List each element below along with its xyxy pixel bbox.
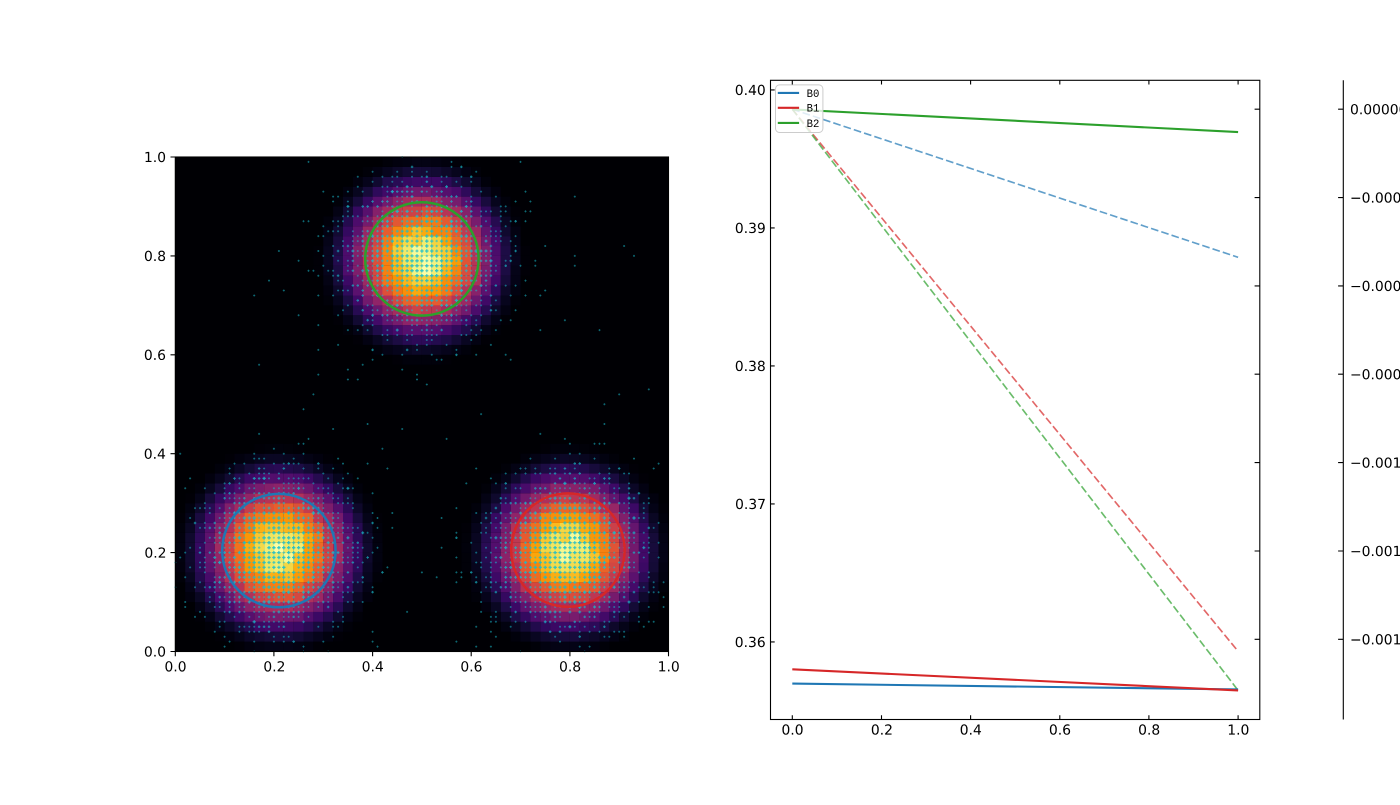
svg-text:B0: B0 bbox=[807, 89, 820, 101]
svg-text:B2: B2 bbox=[807, 119, 820, 131]
svg-text:B1: B1 bbox=[807, 104, 820, 116]
